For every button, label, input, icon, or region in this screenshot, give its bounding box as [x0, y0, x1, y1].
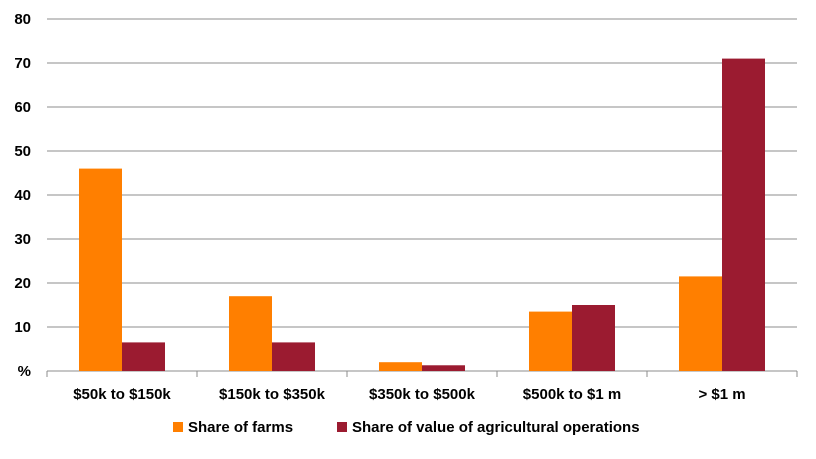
bar-share-of-farms — [229, 296, 272, 371]
x-category-label: $150k to $350k — [219, 386, 326, 403]
y-tick-label: 70 — [14, 55, 31, 72]
x-category-label: $500k to $1 m — [523, 386, 621, 403]
bar-share-of-value — [422, 365, 465, 371]
y-tick-label: % — [18, 363, 31, 380]
x-category-label: > $1 m — [698, 386, 745, 403]
y-tick-label: 40 — [14, 187, 31, 204]
gridlines — [47, 18, 797, 372]
x-axis-categories: $50k to $150k $150k to $350k $350k to $500… — [46, 371, 798, 403]
y-tick-label: 80 — [14, 11, 31, 28]
bar-share-of-value — [272, 342, 315, 371]
y-tick-label: 30 — [14, 231, 31, 248]
x-category-label: $50k to $150k — [73, 386, 171, 403]
legend-swatch — [337, 422, 347, 432]
x-category-label: $350k to $500k — [369, 386, 476, 403]
legend-swatch — [173, 422, 183, 432]
bar-share-of-farms — [529, 311, 572, 371]
bar-share-of-value — [572, 305, 615, 371]
bar-share-of-farms — [379, 362, 422, 371]
bar-share-of-value — [122, 342, 165, 371]
y-axis-ticks: % 10 20 30 40 50 60 70 80 — [14, 11, 31, 380]
y-tick-label: 10 — [14, 319, 31, 336]
y-tick-label: 20 — [14, 275, 31, 292]
legend-label: Share of value of agricultural operation… — [352, 419, 640, 436]
bars — [79, 58, 765, 371]
y-tick-label: 60 — [14, 99, 31, 116]
bar-share-of-value — [722, 58, 765, 371]
bar-share-of-farms — [79, 168, 122, 371]
legend: Share of farms Share of value of agricult… — [173, 419, 640, 436]
bar-share-of-farms — [679, 276, 722, 371]
legend-label: Share of farms — [188, 419, 293, 436]
y-tick-label: 50 — [14, 143, 31, 160]
